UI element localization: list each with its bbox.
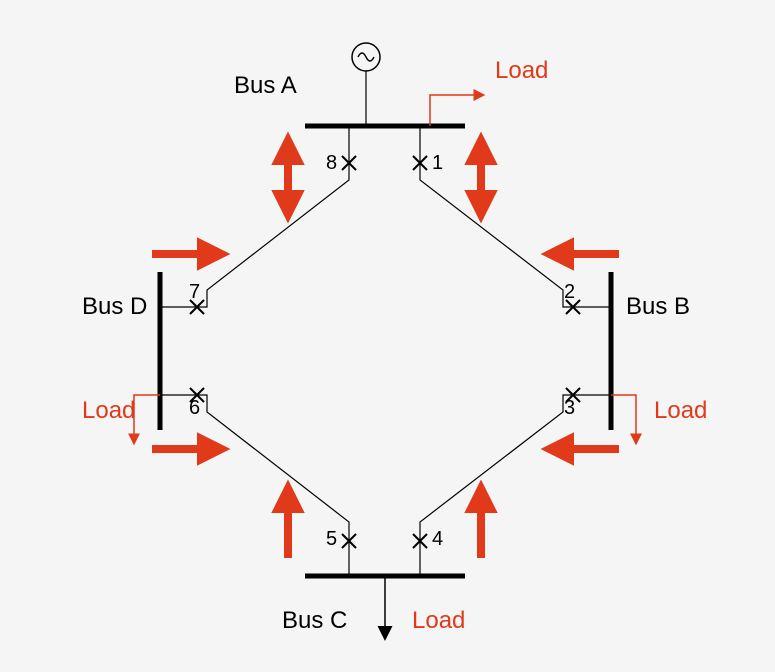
breaker-label-4: 4 — [432, 528, 443, 550]
load-label-B: Load — [654, 397, 707, 424]
bus-label-C: Bus C — [282, 607, 347, 634]
breaker-label-2: 2 — [564, 281, 575, 303]
load-label-C: Load — [412, 607, 465, 634]
load-label-A: Load — [495, 57, 548, 84]
bus-label-A: Bus A — [234, 72, 297, 99]
breaker-label-6: 6 — [189, 397, 200, 419]
breaker-label-3: 3 — [564, 397, 575, 419]
bus-label-B: Bus B — [626, 293, 690, 320]
ring-bus-diagram: Bus A Bus B Bus C Bus D 1 2 3 4 5 6 7 8 Load Load Load… — [0, 0, 775, 672]
bus-label-D: Bus D — [82, 293, 147, 320]
breaker-label-5: 5 — [326, 528, 337, 550]
background — [0, 0, 775, 672]
breaker-label-8: 8 — [326, 152, 337, 174]
breaker-label-7: 7 — [189, 281, 200, 303]
load-label-D: Load — [82, 397, 135, 424]
breaker-label-1: 1 — [432, 152, 443, 174]
